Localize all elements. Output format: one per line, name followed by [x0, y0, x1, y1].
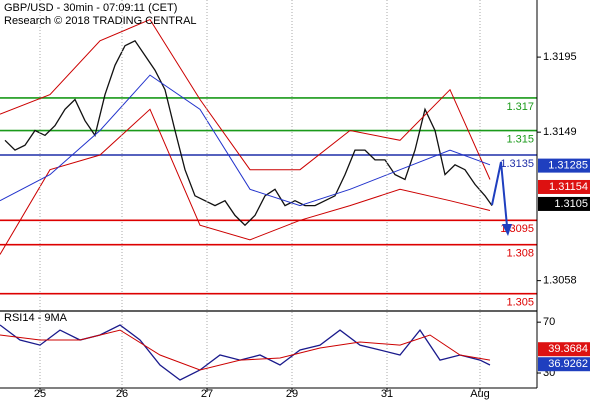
x-tick-label: 25: [34, 388, 46, 400]
y-tick-label: 1.3149: [543, 126, 577, 138]
chart-subtitle: Research © 2018 TRADING CENTRAL: [4, 15, 197, 27]
rsi-title: RSI14 - 9MA: [4, 312, 68, 324]
value-box-label: 1.31285: [548, 160, 588, 172]
value-box-label: 1.3105: [554, 198, 588, 210]
x-tick-label: Aug: [470, 388, 490, 400]
series-line: [0, 74, 491, 207]
series-line: [0, 18, 491, 180]
series-line: [4, 39, 493, 227]
chart-title: GBP/USD - 30min - 07:09:11 (CET): [4, 2, 177, 14]
value-box-label: 1.31154: [549, 181, 588, 193]
level-label: 1.315: [506, 133, 534, 145]
level-label: 1.308: [506, 248, 534, 260]
value-box-label: 39.3684: [548, 343, 588, 355]
x-tick-label: 27: [201, 388, 213, 400]
y-tick-label: 1.3195: [543, 51, 577, 63]
value-box-label: 36.9262: [548, 358, 588, 370]
level-label: 1.317: [506, 101, 534, 113]
value-box: [538, 342, 590, 357]
value-box: [538, 357, 590, 372]
x-tick-label: 29: [286, 388, 298, 400]
x-tick-label: 31: [381, 388, 393, 400]
forecast-arrowhead: [502, 224, 512, 236]
level-label: 1.305: [506, 297, 534, 309]
value-box: [538, 158, 590, 173]
series-line: [0, 108, 491, 255]
y-tick-label: 1.3058: [543, 275, 577, 287]
plot-layer: 1.31951.31491.30581.3171.3151.31351.3095…: [0, 0, 577, 400]
forecast-arrow: [491, 161, 508, 227]
value-box: [538, 196, 590, 211]
series-line: [0, 329, 491, 371]
level-label: 1.3135: [500, 158, 534, 170]
x-tick-label: 26: [116, 388, 128, 400]
value-box: [538, 179, 590, 194]
y-tick-label: 70: [543, 316, 555, 328]
